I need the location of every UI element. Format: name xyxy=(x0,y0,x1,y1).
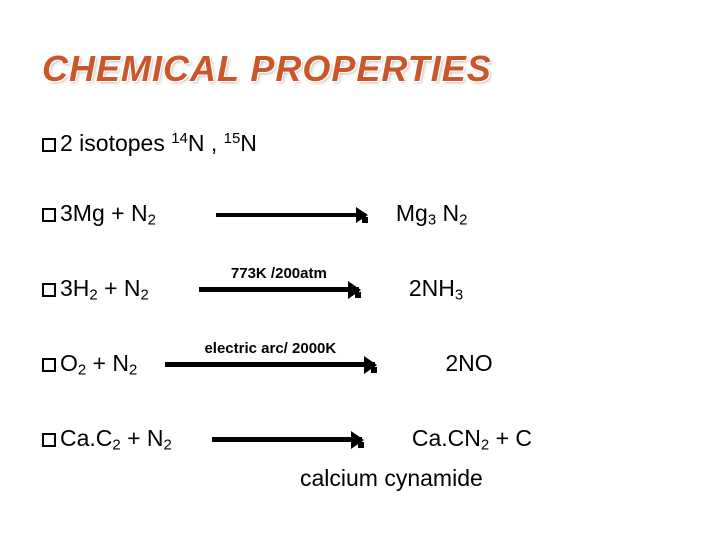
arrow-head-icon xyxy=(364,356,377,374)
bullet-line-mg: 3Mg + N2Mg3 N2 xyxy=(42,200,467,227)
text: Ca.C xyxy=(60,425,112,451)
text: N xyxy=(436,200,459,226)
text: O xyxy=(60,350,78,376)
sup: 14 xyxy=(171,130,188,147)
text: N , xyxy=(188,130,224,156)
sub: 3 xyxy=(428,212,436,229)
arrow-head-icon xyxy=(351,431,364,449)
sub: 2 xyxy=(112,437,120,454)
sub: 3 xyxy=(455,287,463,304)
sub: 2 xyxy=(129,362,137,379)
bullet-line-isotopes: 2 isotopes 14N , 15N xyxy=(42,130,257,157)
bullet-line-cac2: Ca.C2 + N2Ca.CN2 + C xyxy=(42,425,532,452)
reaction-arrow xyxy=(216,213,366,217)
text: Mg xyxy=(396,200,428,226)
text: 3Mg + N xyxy=(60,200,148,226)
sub: 2 xyxy=(459,212,467,229)
sub: 2 xyxy=(481,437,489,454)
text: 2 isotopes xyxy=(60,130,171,156)
slide-title: CHEMICAL PROPERTIES xyxy=(42,48,492,90)
sub: 2 xyxy=(141,287,149,304)
text: 2NH xyxy=(409,275,455,301)
arrow-line xyxy=(216,213,366,217)
arrow-line xyxy=(165,362,375,367)
sub: 2 xyxy=(89,287,97,304)
reaction-arrow xyxy=(212,437,362,442)
text: + N xyxy=(121,425,164,451)
arrow-line xyxy=(212,437,362,442)
arrow-label: 773K /200atm xyxy=(199,265,359,282)
bullet-box-icon xyxy=(42,433,56,447)
text: N xyxy=(240,130,257,156)
bullet-box-icon xyxy=(42,283,56,297)
sub: 2 xyxy=(164,437,172,454)
text: + C xyxy=(489,425,532,451)
bullet-line-o2: O2 + N2electric arc/ 2000K2NO xyxy=(42,350,493,377)
bullet-line-h2: 3H2 + N2773K /200atm2NH3 xyxy=(42,275,463,302)
bullet-box-icon xyxy=(42,208,56,222)
arrow-head-icon xyxy=(348,281,361,299)
text: + N xyxy=(86,350,129,376)
bullet-box-icon xyxy=(42,358,56,372)
text: 3H xyxy=(60,275,89,301)
product-name: calcium cynamide xyxy=(300,465,483,492)
reaction-arrow: electric arc/ 2000K xyxy=(165,362,375,367)
bullet-box-icon xyxy=(42,138,56,152)
arrow-line xyxy=(199,287,359,292)
text: + N xyxy=(98,275,141,301)
reaction-arrow: 773K /200atm xyxy=(199,287,359,292)
sup: 15 xyxy=(224,130,241,147)
text: Ca.CN xyxy=(412,425,481,451)
sub: 2 xyxy=(148,212,156,229)
text: 2NO xyxy=(445,350,492,376)
arrow-head-icon xyxy=(356,207,368,223)
arrow-label: electric arc/ 2000K xyxy=(165,340,375,357)
sub: 2 xyxy=(78,362,86,379)
